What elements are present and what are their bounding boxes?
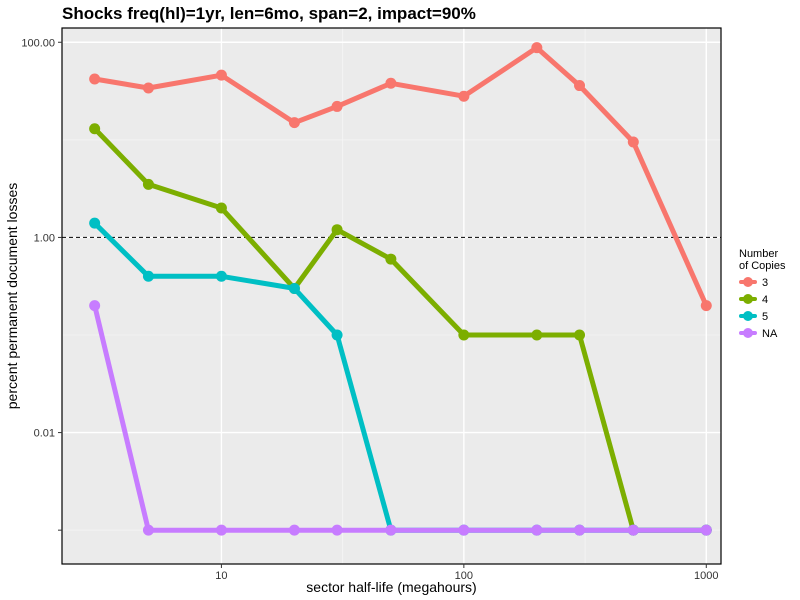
x-tick-label: 10 <box>215 570 227 582</box>
chart-title: Shocks freq(hl)=1yr, len=6mo, span=2, im… <box>62 4 476 23</box>
data-point <box>458 90 470 102</box>
data-point <box>215 270 227 282</box>
legend-title: of Copies <box>739 260 786 272</box>
data-point <box>215 524 227 536</box>
data-point <box>288 524 300 536</box>
legend-label: 5 <box>762 311 768 323</box>
data-point <box>142 270 154 282</box>
data-point <box>288 282 300 294</box>
series-3 <box>89 42 712 312</box>
y-tick-label: 100.00 <box>21 37 55 49</box>
x-axis-title: sector half-life (megahours) <box>306 579 476 595</box>
legend-key-point <box>743 294 753 304</box>
y-tick-label: 1.00 <box>34 232 55 244</box>
data-point <box>331 524 343 536</box>
data-point <box>458 524 470 536</box>
data-point <box>458 329 470 341</box>
legend-key-4 <box>739 294 757 304</box>
data-point <box>385 253 397 265</box>
legend-label: 3 <box>762 277 768 289</box>
data-point <box>89 73 101 85</box>
series-4 <box>89 123 712 536</box>
data-point <box>215 69 227 81</box>
data-point <box>142 524 154 536</box>
legend-key-NA <box>739 328 757 338</box>
x-tick-label: 1000 <box>694 570 718 582</box>
data-point <box>385 524 397 536</box>
data-point <box>215 202 227 214</box>
legend-title: Number <box>739 248 778 260</box>
data-point <box>574 524 586 536</box>
data-point <box>89 123 101 135</box>
data-point <box>627 524 639 536</box>
data-point <box>531 524 543 536</box>
data-point <box>331 100 343 112</box>
data-point <box>331 224 343 236</box>
data-point <box>385 77 397 89</box>
legend-label: 4 <box>762 294 768 306</box>
data-point <box>142 82 154 94</box>
data-point <box>331 329 343 341</box>
data-point <box>627 136 639 148</box>
data-point <box>531 329 543 341</box>
data-point <box>531 42 543 54</box>
legend-label: NA <box>762 328 778 340</box>
data-point <box>700 300 712 312</box>
y-axis-title: percent permanent document losses <box>4 183 20 409</box>
legend-key-point <box>743 328 753 338</box>
data-point <box>700 524 712 536</box>
x-tick-label: 100 <box>455 570 473 582</box>
data-point <box>142 178 154 190</box>
data-point <box>574 80 586 92</box>
data-point <box>89 300 101 312</box>
y-tick-label: 0.01 <box>34 428 55 440</box>
plot-border <box>61 27 722 565</box>
legend-key-point <box>743 311 753 321</box>
legend-key-5 <box>739 311 757 321</box>
data-point <box>89 217 101 229</box>
legend-key-3 <box>739 277 757 287</box>
legend-key-point <box>743 277 753 287</box>
series-NA <box>89 300 712 536</box>
data-point <box>574 329 586 341</box>
data-point <box>288 117 300 129</box>
